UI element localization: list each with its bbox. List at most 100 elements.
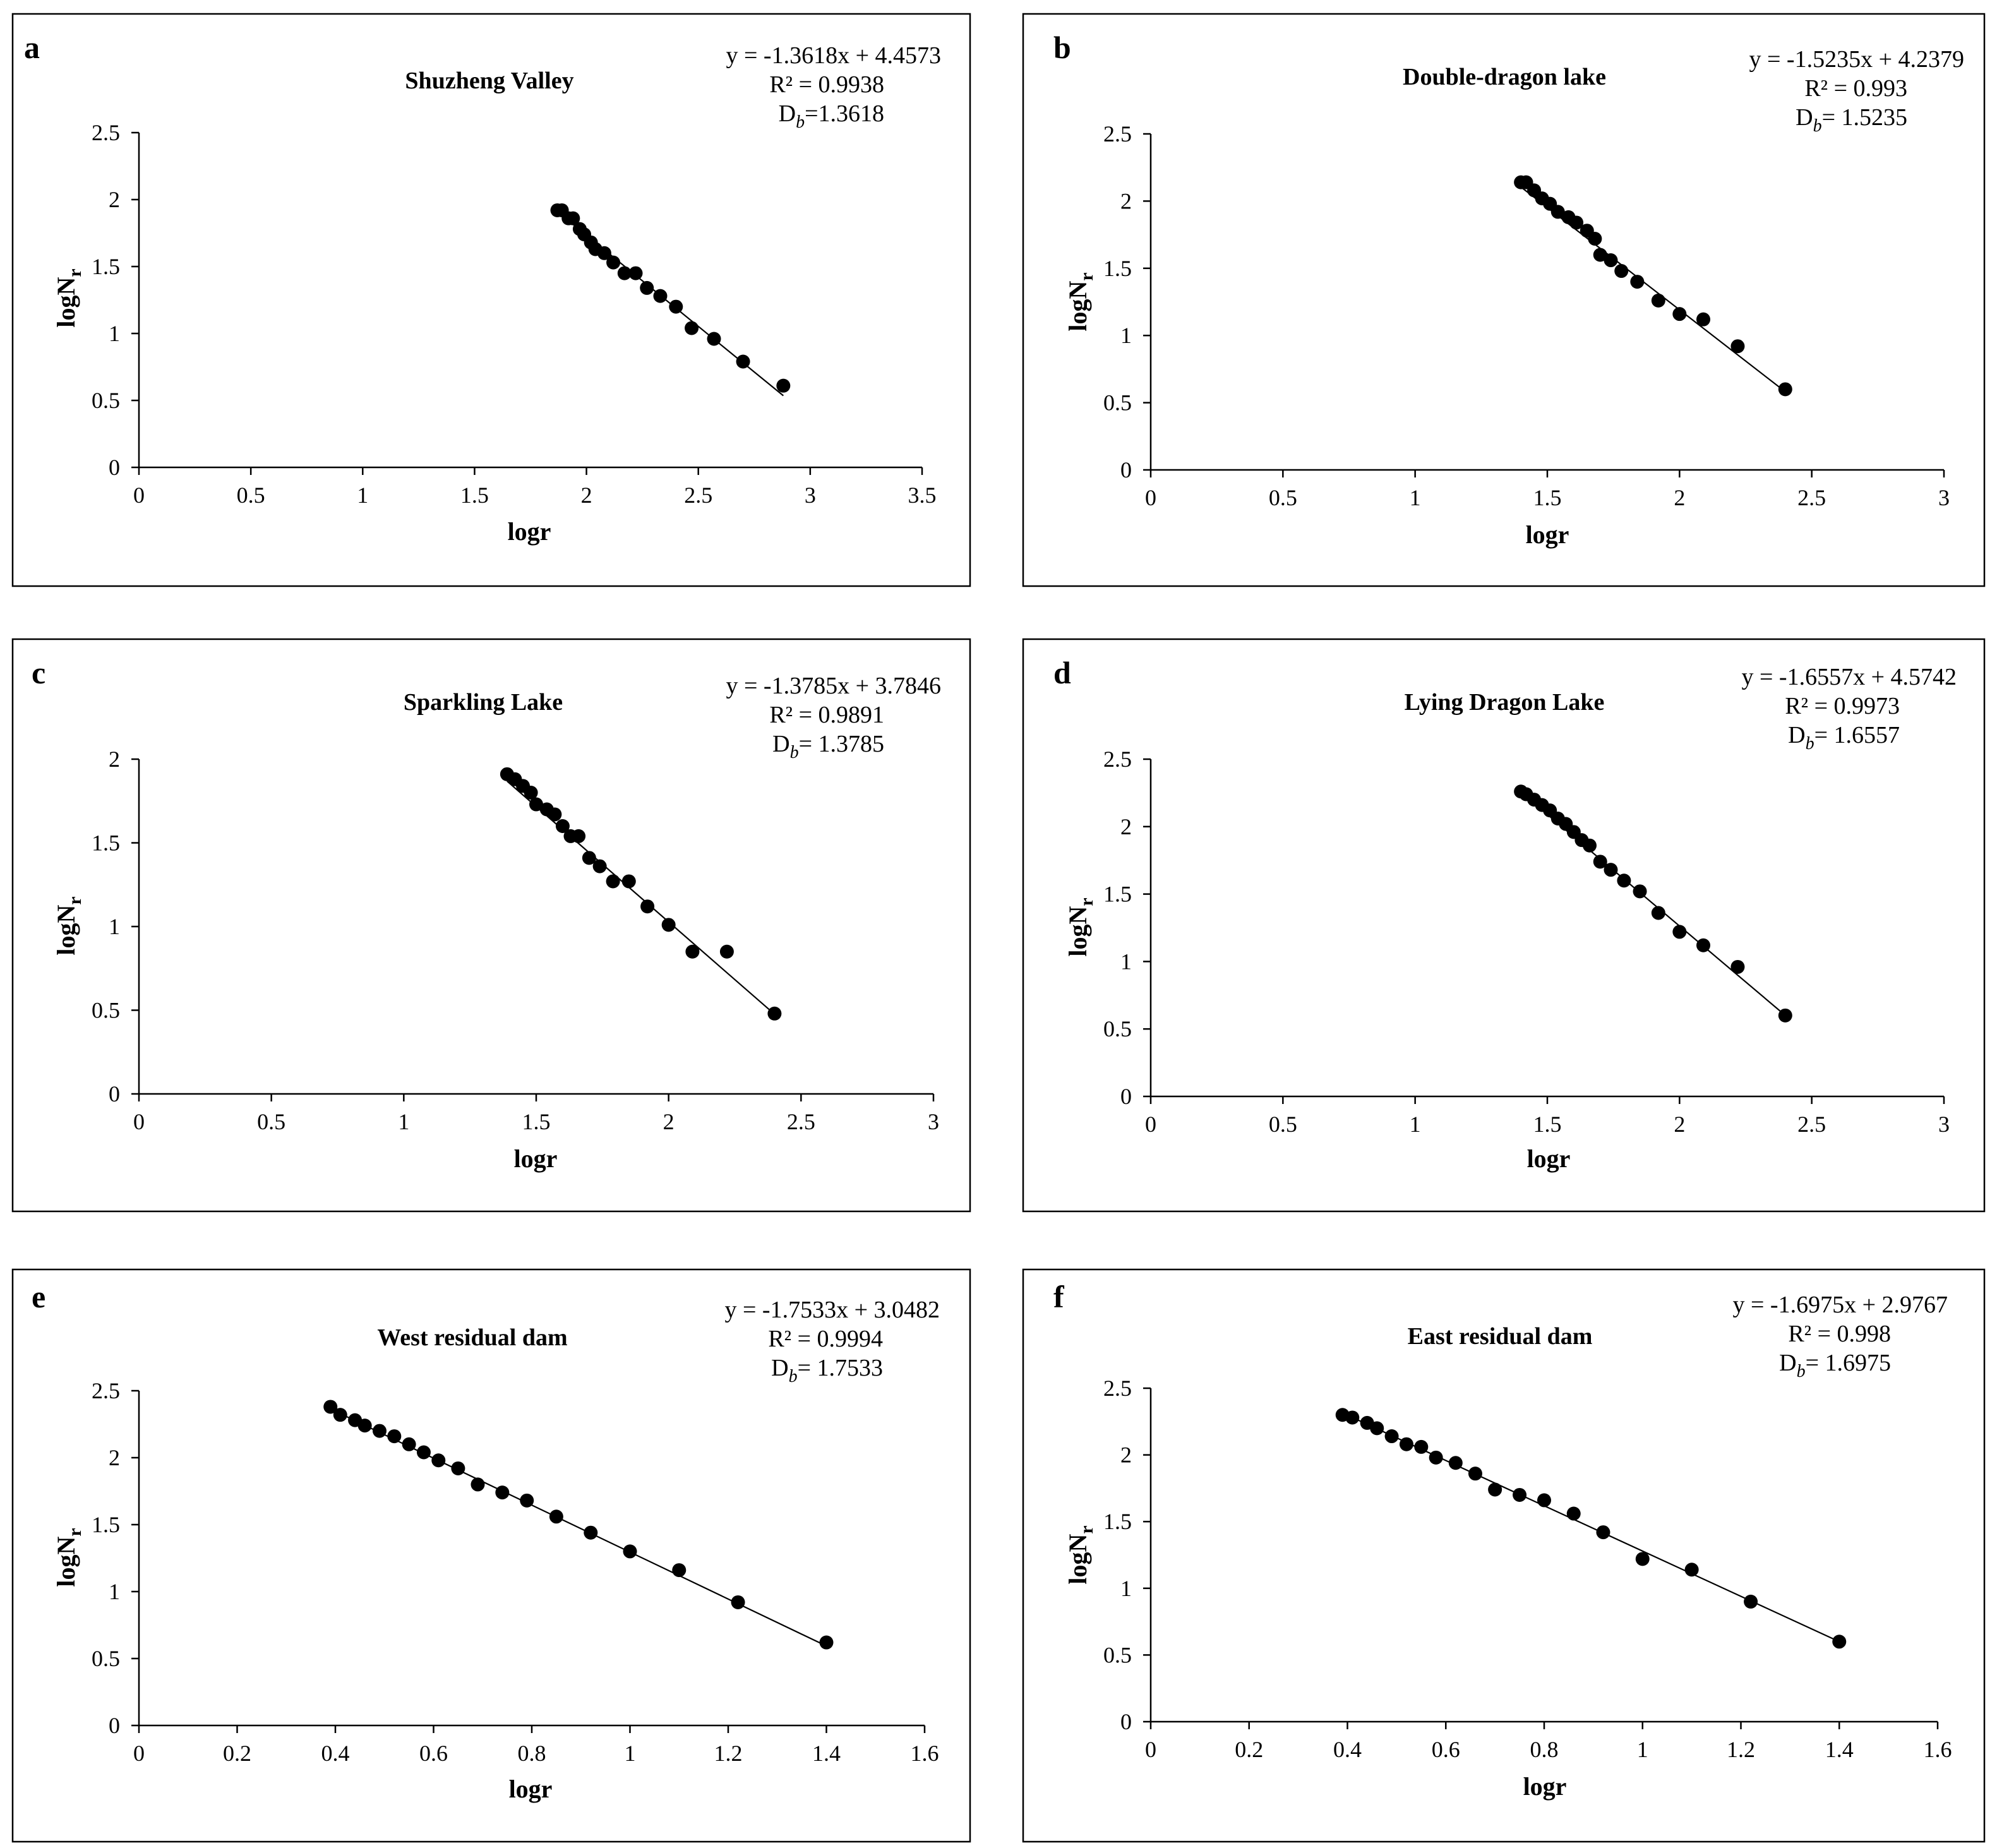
data-point — [592, 859, 607, 873]
chart-panel-f: 0 0.2 0.4 0.6 0.8 1 1.2 1.4 1.6 0 0.5 1 1.5 2 2.5 f East… — [1022, 1268, 1986, 1843]
y-tick-label: 0.5 — [92, 1646, 120, 1671]
data-point — [524, 786, 538, 800]
x-tick-label: 1.6 — [911, 1741, 939, 1766]
x-tick-label: 1 — [625, 1741, 636, 1766]
data-point — [555, 819, 570, 833]
panel-frame — [11, 1268, 971, 1843]
data-point — [1778, 1008, 1792, 1023]
y-tick-label: 2 — [109, 187, 120, 212]
data-point — [1537, 1493, 1551, 1508]
x-tick-label: 1 — [1410, 1112, 1421, 1137]
r-squared: R² = 0.9973 — [1785, 693, 1900, 719]
y-axis-label: logNr — [1064, 272, 1097, 331]
x-tick-label: 0.2 — [223, 1741, 251, 1766]
data-point — [566, 211, 580, 225]
data-point — [549, 1509, 563, 1524]
x-tick-label: 0.8 — [518, 1741, 546, 1766]
x-tick-label: 1.5 — [1533, 1112, 1562, 1137]
y-tick-label: 1 — [1120, 949, 1132, 974]
y-tick-label: 2 — [109, 747, 120, 772]
data-point — [1582, 838, 1597, 853]
x-tick-label: 0.5 — [237, 483, 265, 508]
y-tick-label: 0 — [109, 1713, 120, 1738]
panel-frame — [1022, 638, 1986, 1213]
fractal-dimension: Db= 1.5235 — [1796, 104, 1907, 136]
x-tick-label: 1 — [1410, 485, 1421, 510]
data-point — [357, 1419, 372, 1433]
chart-title: East residual dam — [1408, 1323, 1593, 1350]
y-tick-label: 2.5 — [1103, 747, 1132, 772]
x-tick-label: 3 — [928, 1109, 939, 1134]
data-point — [707, 332, 721, 346]
chart-panel-a: 0 0.5 1 1.5 2 2.5 3 3.5 0 0.5 1 1.5 2 2.5 a Shuzheng Va… — [11, 13, 971, 587]
regression-equation: y = -1.6557x + 4.5742 — [1741, 664, 1957, 690]
data-point — [731, 1595, 745, 1609]
data-point — [387, 1429, 402, 1444]
x-tick-label: 3 — [1938, 485, 1950, 510]
x-tick-label: 1.2 — [714, 1741, 743, 1766]
x-tick-label: 2 — [663, 1109, 675, 1134]
y-tick-label: 0.5 — [92, 998, 120, 1023]
x-tick-label: 0.5 — [1269, 485, 1297, 510]
data-point — [471, 1477, 485, 1492]
data-point — [1566, 1506, 1581, 1521]
y-tick-label: 0 — [1120, 457, 1132, 483]
data-point — [606, 255, 621, 270]
y-tick-label: 0.5 — [92, 388, 120, 413]
y-tick-label: 1 — [109, 1579, 120, 1604]
y-tick-label: 1.5 — [92, 1512, 120, 1537]
regression-equation: y = -1.6975x + 2.9767 — [1732, 1292, 1948, 1318]
y-tick-label: 1 — [1120, 323, 1132, 348]
panel-frame — [11, 13, 971, 587]
y-tick-label: 1.5 — [1103, 882, 1132, 907]
x-tick-label: 0.5 — [257, 1109, 285, 1134]
fractal-dimension: Db= 1.6975 — [1779, 1350, 1891, 1381]
panel-letter: c — [32, 655, 45, 690]
data-point — [451, 1461, 465, 1475]
r-squared: R² = 0.9891 — [769, 702, 884, 728]
data-point — [1744, 1594, 1758, 1609]
y-tick-label: 2.5 — [92, 1378, 120, 1403]
x-tick-label: 1.6 — [1924, 1737, 1952, 1762]
data-point — [1593, 855, 1607, 869]
data-point — [819, 1635, 834, 1650]
data-point — [1488, 1482, 1502, 1497]
y-tick-label: 1.5 — [1103, 1509, 1132, 1534]
x-axis-label: logr — [1523, 1772, 1567, 1801]
y-tick-label: 0.5 — [1103, 1642, 1132, 1667]
data-point — [736, 354, 750, 369]
data-point — [628, 266, 643, 280]
y-tick-label: 2.5 — [1103, 1376, 1132, 1401]
x-tick-label: 2.5 — [1797, 485, 1826, 510]
data-point — [669, 299, 683, 314]
chart-title: West residual dam — [377, 1324, 567, 1351]
data-point — [1635, 1552, 1650, 1566]
data-point — [582, 851, 596, 865]
data-point — [1569, 215, 1584, 230]
data-point — [1604, 863, 1618, 877]
data-point — [333, 1408, 347, 1422]
data-point — [1730, 339, 1745, 354]
y-tick-label: 1.5 — [92, 831, 120, 856]
y-tick-label: 2.5 — [92, 120, 120, 145]
y-tick-label: 2 — [1120, 814, 1132, 839]
panel-letter: d — [1053, 655, 1071, 690]
data-point — [719, 944, 734, 959]
x-tick-label: 0.5 — [1269, 1112, 1297, 1137]
y-tick-label: 1 — [109, 321, 120, 346]
x-tick-label: 0.4 — [1333, 1737, 1362, 1762]
data-point — [1550, 205, 1565, 219]
data-point — [1672, 925, 1687, 939]
data-point — [1614, 264, 1629, 279]
chart-panel-b: 0 0.5 1 1.5 2 2.5 3 0 0.5 1 1.5 2 2.5 b Double-dragon … — [1022, 13, 1986, 587]
y-tick-label: 0.5 — [1103, 1016, 1132, 1041]
x-tick-label: 1.5 — [522, 1109, 551, 1134]
x-tick-label: 0 — [133, 1741, 145, 1766]
x-tick-label: 1.5 — [1533, 485, 1562, 510]
data-point — [1593, 248, 1607, 262]
data-point — [1696, 312, 1711, 327]
data-point — [621, 874, 636, 889]
fractal-dimension: Db= 1.6557 — [1788, 722, 1900, 753]
data-point — [1617, 873, 1631, 888]
x-tick-label: 0 — [133, 1109, 145, 1134]
